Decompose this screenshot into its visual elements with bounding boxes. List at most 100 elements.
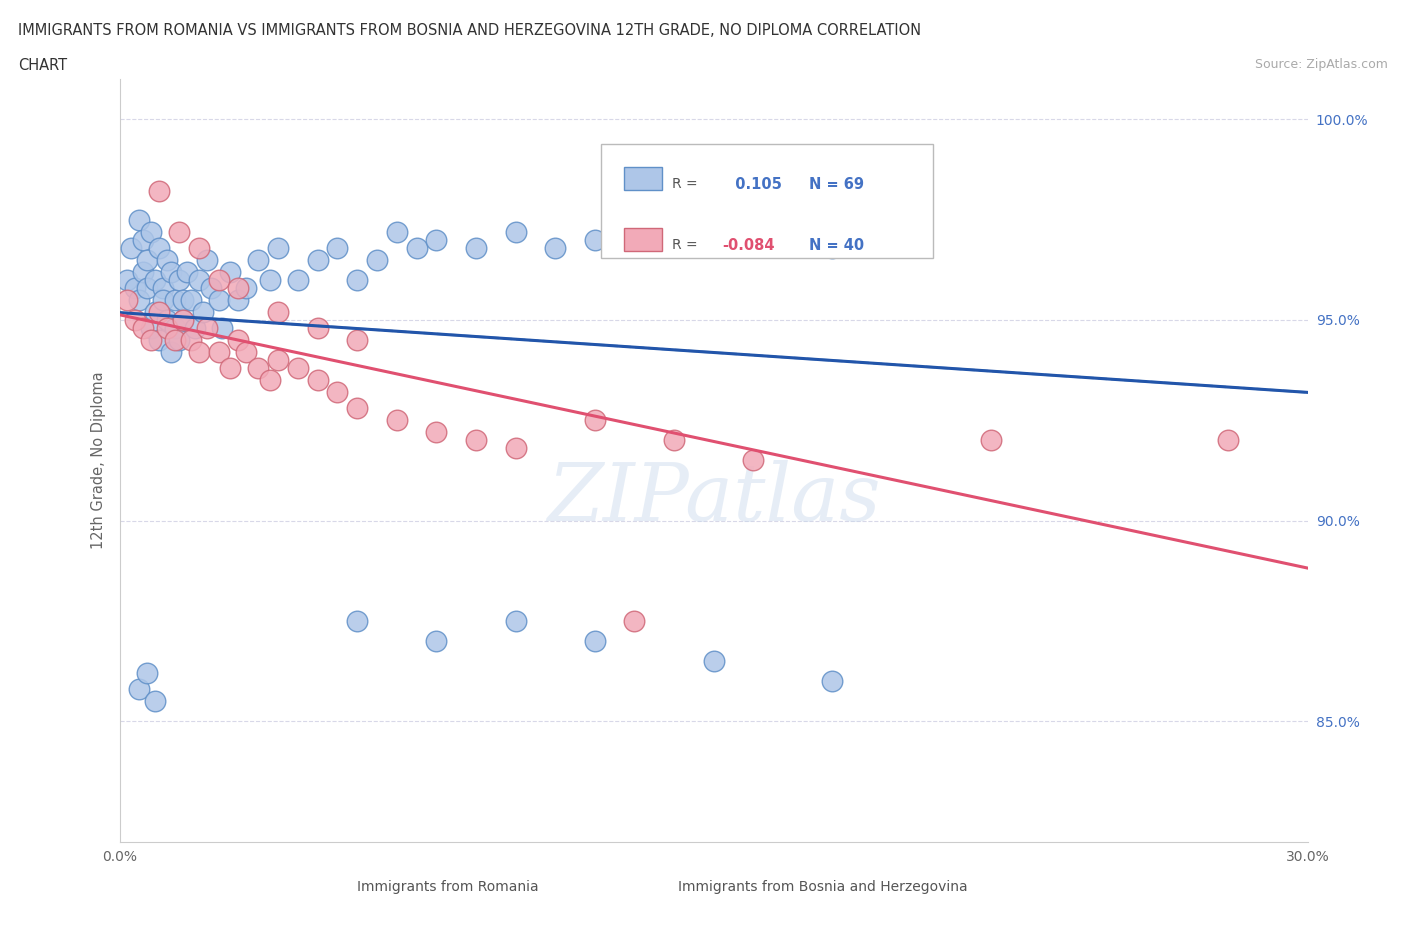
- Point: [128, 212, 150, 227]
- Point: [346, 272, 368, 287]
- Point: [742, 453, 765, 468]
- Point: [219, 264, 242, 279]
- Text: R =: R =: [672, 177, 697, 191]
- Text: R =: R =: [672, 238, 697, 252]
- Point: [702, 212, 725, 227]
- Point: [141, 224, 163, 239]
- Point: [124, 312, 146, 327]
- Point: [172, 292, 194, 307]
- Text: N = 40: N = 40: [808, 238, 863, 253]
- Point: [117, 272, 139, 287]
- Point: [583, 232, 606, 247]
- Point: [141, 333, 163, 348]
- Point: [287, 272, 309, 287]
- Text: N = 69: N = 69: [808, 177, 863, 192]
- FancyBboxPatch shape: [600, 144, 934, 259]
- Y-axis label: 12th Grade, No Diploma: 12th Grade, No Diploma: [90, 372, 105, 549]
- Bar: [624, 166, 662, 190]
- Point: [228, 292, 250, 307]
- Point: [623, 212, 645, 227]
- Point: [583, 413, 606, 428]
- Point: [259, 272, 281, 287]
- Point: [195, 252, 218, 267]
- Point: [247, 252, 270, 267]
- Point: [132, 232, 155, 247]
- Point: [346, 401, 368, 416]
- Point: [187, 272, 209, 287]
- Point: [207, 292, 229, 307]
- Point: [187, 344, 209, 359]
- Bar: [315, 876, 349, 897]
- Point: [156, 312, 179, 327]
- Point: [152, 280, 174, 295]
- Point: [167, 272, 190, 287]
- Bar: [624, 228, 662, 251]
- Point: [163, 321, 186, 336]
- Text: Immigrants from Bosnia and Herzegovina: Immigrants from Bosnia and Herzegovina: [678, 881, 967, 895]
- Point: [180, 333, 202, 348]
- Point: [187, 240, 209, 255]
- Point: [219, 361, 242, 376]
- Point: [163, 333, 186, 348]
- Text: IMMIGRANTS FROM ROMANIA VS IMMIGRANTS FROM BOSNIA AND HERZEGOVINA 12TH GRADE, NO: IMMIGRANTS FROM ROMANIA VS IMMIGRANTS FR…: [18, 23, 921, 38]
- Point: [132, 321, 155, 336]
- Point: [167, 333, 190, 348]
- Text: Source: ZipAtlas.com: Source: ZipAtlas.com: [1254, 58, 1388, 71]
- Point: [307, 252, 329, 267]
- Point: [148, 240, 170, 255]
- Point: [143, 694, 166, 709]
- Point: [583, 633, 606, 648]
- Point: [259, 373, 281, 388]
- Point: [742, 232, 765, 247]
- Point: [167, 224, 190, 239]
- Point: [172, 312, 194, 327]
- Point: [425, 425, 447, 440]
- Point: [143, 304, 166, 319]
- Point: [148, 184, 170, 199]
- Point: [425, 232, 447, 247]
- Point: [136, 666, 159, 681]
- Point: [235, 344, 257, 359]
- Point: [176, 264, 198, 279]
- Point: [464, 240, 488, 255]
- Point: [346, 614, 368, 629]
- Point: [163, 292, 186, 307]
- Point: [136, 252, 159, 267]
- Point: [148, 333, 170, 348]
- Point: [326, 240, 349, 255]
- Point: [267, 304, 290, 319]
- Text: ZIPatlas: ZIPatlas: [547, 459, 880, 538]
- Point: [326, 385, 349, 400]
- Point: [156, 321, 179, 336]
- Point: [307, 321, 329, 336]
- Point: [207, 344, 229, 359]
- Text: CHART: CHART: [18, 58, 67, 73]
- Text: 0.105: 0.105: [725, 177, 782, 192]
- Point: [228, 280, 250, 295]
- Point: [120, 240, 142, 255]
- Point: [346, 333, 368, 348]
- Point: [141, 321, 163, 336]
- Point: [152, 292, 174, 307]
- Point: [385, 413, 408, 428]
- Point: [405, 240, 427, 255]
- Point: [267, 352, 290, 367]
- Bar: [637, 876, 669, 897]
- Point: [662, 432, 685, 447]
- Point: [385, 224, 408, 239]
- Text: -0.084: -0.084: [721, 238, 775, 253]
- Point: [464, 432, 488, 447]
- Point: [143, 272, 166, 287]
- Point: [184, 321, 207, 336]
- Point: [195, 321, 218, 336]
- Point: [1218, 432, 1240, 447]
- Point: [160, 344, 183, 359]
- Point: [505, 441, 527, 456]
- Point: [425, 633, 447, 648]
- Point: [128, 682, 150, 697]
- Point: [900, 224, 922, 239]
- Point: [148, 304, 170, 319]
- Point: [247, 361, 270, 376]
- Point: [191, 304, 214, 319]
- Point: [128, 292, 150, 307]
